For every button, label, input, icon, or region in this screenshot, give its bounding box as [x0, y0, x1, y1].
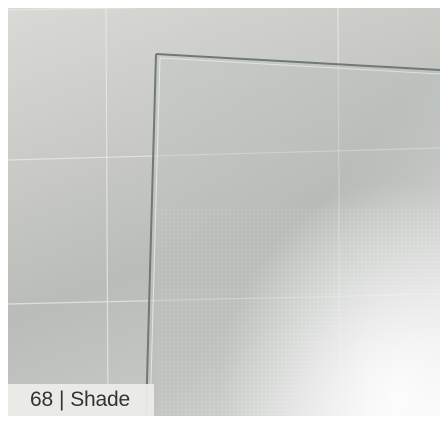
glass-panel-edge	[155, 53, 440, 71]
glass-shower-panel-photo	[8, 8, 440, 416]
photo-illustration	[8, 8, 440, 416]
product-number: 68	[30, 388, 53, 411]
product-name: Shade	[70, 388, 130, 411]
product-caption: 68 | Shade	[8, 384, 154, 416]
caption-separator: |	[58, 388, 65, 411]
